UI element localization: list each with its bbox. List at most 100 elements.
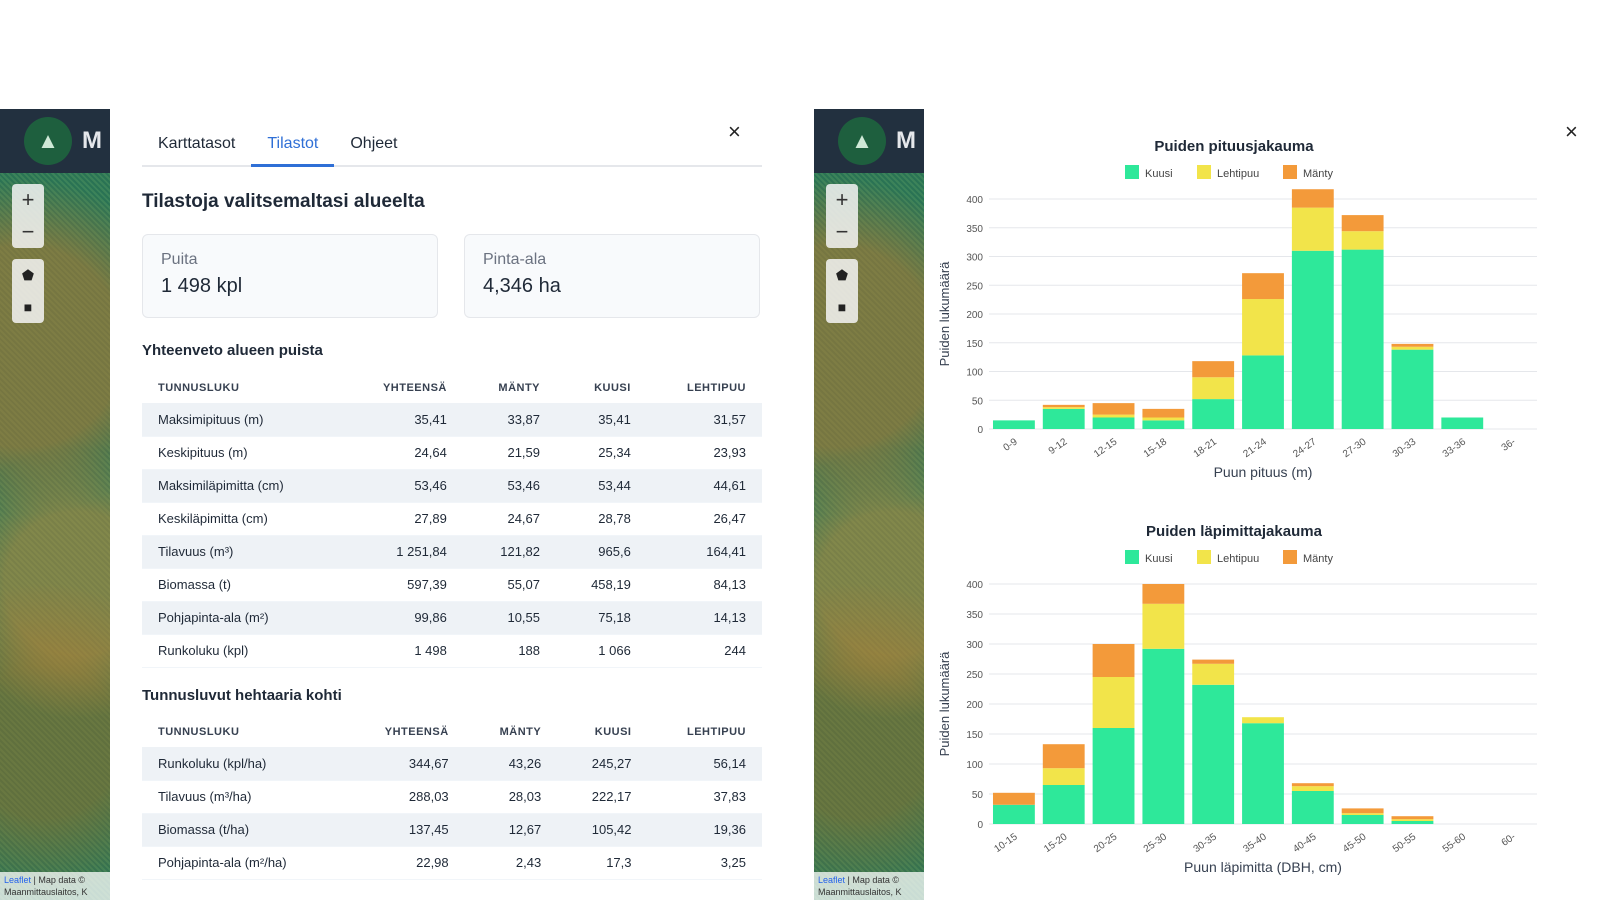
bar-mänty-45-50[interactable] bbox=[1341, 808, 1384, 814]
tab-tilastot[interactable]: Tilastot bbox=[251, 121, 335, 167]
bar-lehtipuu-40-45[interactable] bbox=[1291, 786, 1334, 791]
bar-mänty-9-12[interactable] bbox=[1042, 404, 1085, 408]
legend-label[interactable]: Mänty bbox=[1303, 168, 1333, 180]
bar-lehtipuu-20-25[interactable] bbox=[1092, 677, 1135, 728]
legend-label[interactable]: Lehtipuu bbox=[1217, 168, 1259, 180]
bar-mänty-24-27[interactable] bbox=[1291, 189, 1334, 208]
y-tick-label: 100 bbox=[966, 368, 983, 379]
column-header[interactable]: TUNNUSLUKU bbox=[158, 382, 240, 394]
draw-rectangle-icon[interactable]: ■ bbox=[837, 299, 847, 315]
column-header[interactable]: TUNNUSLUKU bbox=[158, 726, 240, 738]
column-header[interactable]: MÄNTY bbox=[499, 726, 542, 738]
legend-label[interactable]: Lehtipuu bbox=[1217, 553, 1259, 565]
bar-kuusi-50-55[interactable] bbox=[1391, 821, 1434, 824]
column-header[interactable]: KUUSI bbox=[594, 382, 631, 394]
x-tick-label: 55-60 bbox=[1441, 831, 1469, 855]
bar-kuusi-15-18[interactable] bbox=[1142, 420, 1185, 429]
x-tick-label: 60- bbox=[1500, 831, 1518, 848]
bar-kuusi-35-40[interactable] bbox=[1242, 723, 1284, 824]
bar-lehtipuu-35-40[interactable] bbox=[1242, 717, 1284, 724]
column-header[interactable]: KUUSI bbox=[594, 726, 632, 738]
x-tick-label: 15-20 bbox=[1042, 831, 1070, 855]
legend-label[interactable]: Kuusi bbox=[1145, 553, 1173, 565]
bar-kuusi-0-9[interactable] bbox=[992, 420, 1035, 429]
bar-kuusi-33-36[interactable] bbox=[1441, 417, 1484, 430]
bar-kuusi-18-21[interactable] bbox=[1192, 399, 1235, 429]
draw-rectangle-icon[interactable]: ■ bbox=[23, 299, 33, 315]
legend-label[interactable]: Mänty bbox=[1303, 553, 1333, 565]
bar-lehtipuu-25-30[interactable] bbox=[1142, 603, 1185, 649]
bar-kuusi-20-25[interactable] bbox=[1092, 728, 1135, 824]
tab-karttatasot[interactable]: Karttatasot bbox=[158, 135, 236, 152]
bar-mänty-18-21[interactable] bbox=[1192, 361, 1235, 378]
bar-kuusi-40-45[interactable] bbox=[1291, 791, 1334, 824]
bar-kuusi-30-33[interactable] bbox=[1391, 349, 1434, 429]
bar-lehtipuu-24-27[interactable] bbox=[1291, 207, 1334, 251]
column-header[interactable]: MÄNTY bbox=[498, 382, 541, 394]
zoom-out-button[interactable]: − bbox=[21, 219, 35, 244]
bar-mänty-25-30[interactable] bbox=[1142, 584, 1185, 604]
zoom-in-button[interactable]: + bbox=[21, 187, 35, 212]
map-view-right[interactable]: ▲ M + − ⬟ ■ Leaflet | Map data © Maanmit… bbox=[814, 109, 924, 900]
bar-kuusi-10-15[interactable] bbox=[992, 804, 1035, 824]
bar-lehtipuu-50-55[interactable] bbox=[1391, 819, 1434, 821]
bar-lehtipuu-45-50[interactable] bbox=[1341, 813, 1384, 815]
bar-mänty-40-45[interactable] bbox=[1291, 783, 1334, 787]
bar-kuusi-12-15[interactable] bbox=[1092, 417, 1135, 430]
bar-lehtipuu-15-18[interactable] bbox=[1142, 417, 1185, 421]
bar-kuusi-9-12[interactable] bbox=[1042, 408, 1085, 429]
bar-kuusi-24-27[interactable] bbox=[1291, 250, 1334, 429]
bar-kuusi-45-50[interactable] bbox=[1341, 815, 1384, 824]
draw-polygon-icon[interactable]: ⬟ bbox=[21, 266, 35, 283]
bar-lehtipuu-27-30[interactable] bbox=[1341, 231, 1384, 250]
x-axis-label: Puun pituus (m) bbox=[1214, 464, 1313, 480]
tree-logo-icon[interactable]: ▲ bbox=[24, 117, 72, 165]
tree-logo-icon[interactable]: ▲ bbox=[838, 117, 886, 165]
bar-mänty-30-33[interactable] bbox=[1391, 343, 1434, 347]
bar-mänty-21-24[interactable] bbox=[1242, 273, 1284, 300]
bar-kuusi-15-20[interactable] bbox=[1042, 785, 1085, 824]
bar-kuusi-25-30[interactable] bbox=[1142, 648, 1185, 824]
close-icon[interactable]: × bbox=[728, 119, 741, 144]
value-cell: 105,42 bbox=[557, 813, 648, 847]
bar-kuusi-27-30[interactable] bbox=[1341, 249, 1384, 429]
bar-mänty-20-25[interactable] bbox=[1092, 644, 1135, 677]
card-value: 1 498 kpl bbox=[161, 275, 243, 297]
bar-mänty-27-30[interactable] bbox=[1341, 215, 1384, 232]
bar-kuusi-21-24[interactable] bbox=[1242, 355, 1284, 429]
zoom-in-button[interactable]: + bbox=[835, 187, 849, 212]
map-view-left[interactable]: ▲ M + − ⬟ ■ Leaflet | Map data © Maanmit… bbox=[0, 109, 110, 900]
bar-mänty-12-15[interactable] bbox=[1092, 403, 1135, 415]
bar-lehtipuu-30-35[interactable] bbox=[1192, 663, 1235, 685]
value-cell: 55,07 bbox=[462, 568, 557, 602]
y-tick-label: 150 bbox=[966, 339, 983, 350]
attribution-link[interactable]: Leaflet bbox=[4, 875, 32, 885]
bar-mänty-30-35[interactable] bbox=[1192, 659, 1235, 664]
area-card: Pinta-ala 4,346 ha bbox=[464, 234, 760, 318]
bar-mänty-15-18[interactable] bbox=[1142, 408, 1185, 418]
bar-lehtipuu-15-20[interactable] bbox=[1042, 768, 1085, 785]
bar-lehtipuu-12-15[interactable] bbox=[1092, 414, 1135, 418]
bar-lehtipuu-21-24[interactable] bbox=[1242, 299, 1284, 356]
value-cell: 56,14 bbox=[647, 747, 762, 781]
bar-lehtipuu-30-33[interactable] bbox=[1391, 346, 1434, 350]
column-header[interactable]: YHTEENSÄ bbox=[382, 382, 447, 394]
close-icon[interactable]: × bbox=[1565, 119, 1578, 144]
attribution-link[interactable]: Leaflet bbox=[818, 875, 846, 885]
bar-lehtipuu-18-21[interactable] bbox=[1192, 377, 1235, 400]
bar-kuusi-30-35[interactable] bbox=[1192, 684, 1235, 824]
draw-control: ⬟ ■ bbox=[826, 259, 858, 323]
legend-label[interactable]: Kuusi bbox=[1145, 168, 1173, 180]
tab-ohjeet[interactable]: Ohjeet bbox=[350, 135, 398, 152]
bar-mänty-50-55[interactable] bbox=[1391, 816, 1434, 820]
value-cell: 597,39 bbox=[341, 568, 463, 602]
draw-polygon-icon[interactable]: ⬟ bbox=[835, 266, 849, 283]
bar-lehtipuu-9-12[interactable] bbox=[1042, 407, 1085, 409]
bar-mänty-10-15[interactable] bbox=[992, 792, 1035, 805]
y-tick-label: 50 bbox=[972, 790, 984, 801]
zoom-out-button[interactable]: − bbox=[835, 219, 849, 244]
column-header[interactable]: LEHTIPUU bbox=[687, 726, 746, 738]
column-header[interactable]: YHTEENSÄ bbox=[384, 726, 449, 738]
column-header[interactable]: LEHTIPUU bbox=[687, 382, 746, 394]
bar-mänty-15-20[interactable] bbox=[1042, 744, 1085, 769]
